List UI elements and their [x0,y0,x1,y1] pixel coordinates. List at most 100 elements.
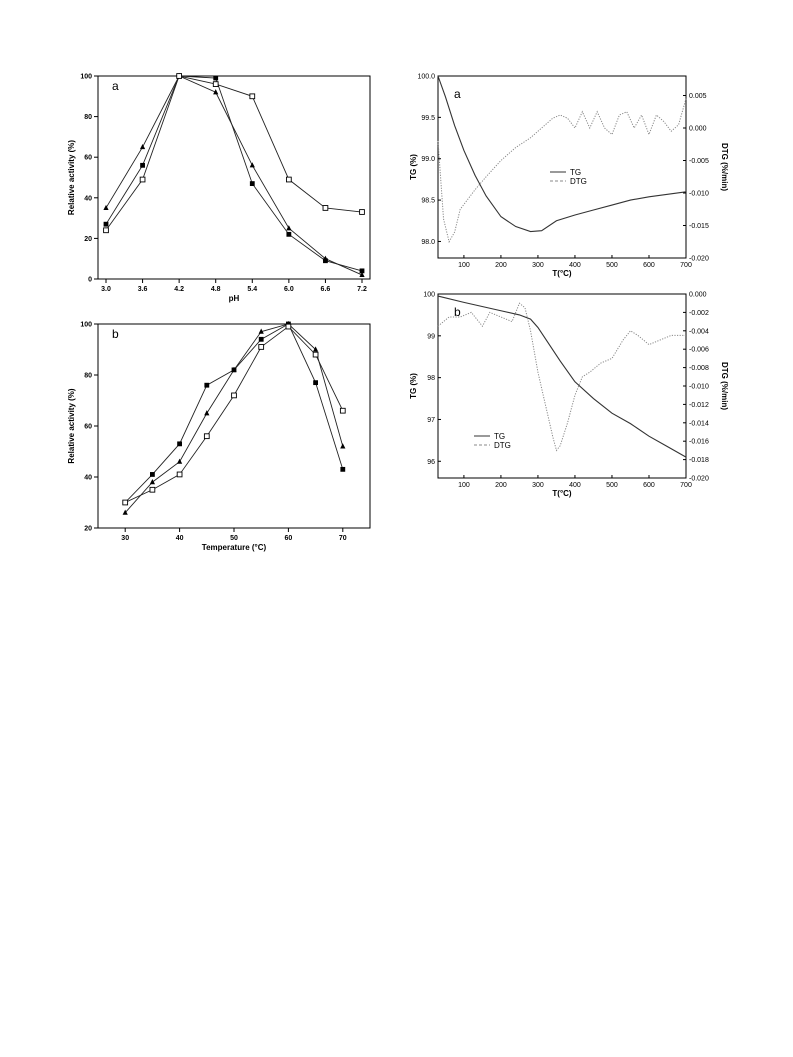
ph-data-point [322,205,329,211]
tga-y2-tick-label: 0.000 [689,126,707,133]
temp-y-tick-label: 20 [84,526,92,533]
temp-data-point [176,471,183,478]
ph-data-point [286,176,292,183]
tga-plot-frame [437,75,687,259]
tgb-y2-tick-label: -0.008 [689,365,709,372]
tga-x-tick-label: 500 [606,262,618,269]
temp-data-point [231,392,237,399]
ph-series-line [105,75,363,231]
temp-data-point [203,433,210,440]
ph-data-point [176,73,182,79]
tgb-y-tick-label: 97 [427,417,435,424]
ph-data-point [139,143,146,150]
temp-data-point [177,458,183,464]
temp-data-point [204,382,210,388]
temp-data-point [340,443,346,449]
ph-y-tick-label: 60 [84,155,92,162]
tga-y-tick-label: 98.5 [421,198,435,205]
ph-data-point [212,81,219,87]
ph-panel-label: a [112,79,119,93]
ph-data-point [359,271,365,278]
tgb-y2-tick-label: -0.012 [689,402,709,409]
tgb-y2-tick-label: -0.006 [689,347,709,354]
tga-panel-label: a [454,87,461,101]
ph-plot-frame [97,75,371,280]
ph-data-point [359,209,365,215]
temp-data-point [313,380,318,386]
tga-y2-tick-label: -0.010 [689,191,709,198]
ph-x-tick-label: 6.6 [321,286,331,293]
tgb-x-tick-label: 300 [532,482,544,489]
tga-x-tick-label: 100 [458,262,470,269]
ph-y-tick-label: 100 [80,74,92,81]
ph-data-point [286,225,292,231]
tg-dtg-chart-b: 100 200 300 400 500 600 700 96 97 98 99 100 -0.020 -0… [409,292,729,499]
temp-x-axis-label: Temperature (°C) [202,543,267,552]
ph-data-point [213,89,219,95]
tgb-y-tick-label: 98 [427,375,435,382]
tgb-x-tick-label: 400 [569,482,581,489]
tga-y2-tick-label: -0.005 [689,158,709,165]
ph-series-line [105,75,363,276]
temp-data-point [313,346,319,352]
tga-series-dtg [437,98,687,244]
ph-data-point [213,75,219,81]
tgb-plot-frame [437,293,687,479]
ph-x-tick-label: 6.0 [284,286,294,293]
temp-data-point [204,410,210,416]
ph-data-point [286,231,292,237]
temp-data-point [339,407,346,414]
ph-data-point [103,227,109,234]
temperature-activity-chart: 20 40 60 80 100 30 40 50 60 70 Temperature (°C) Rel… [67,320,371,552]
ph-data-point [323,258,328,264]
temp-data-point [149,479,155,485]
tga-y-axis-label: TG (%) [409,154,418,180]
tgb-y2-axis-label: DTG (%/min) [720,362,729,410]
ph-data-point [103,221,109,227]
tgb-y2-tick-label: -0.018 [689,457,709,464]
tga-legend-label: DTG [570,177,587,186]
tgb-y2-tick-label: -0.010 [689,384,709,391]
temp-data-point [285,323,292,330]
ph-data-point [359,268,365,274]
tga-y-tick-label: 99.5 [421,115,435,122]
temp-x-tick-label: 30 [121,535,129,542]
tga-y-tick-label: 100.0 [417,74,435,81]
tgb-x-tick-label: 500 [606,482,618,489]
temp-data-point [149,486,156,493]
temp-data-point [340,466,346,472]
tga-x-tick-label: 300 [532,262,544,269]
ph-activity-chart: 0 20 40 60 80 100 3.0 3.6 4.2 4.8 5.4 6.0 6.6 7.2 pH Re… [67,72,371,303]
tgb-x-tick-label: 200 [495,482,507,489]
temp-series-line [125,325,344,503]
temp-data-point [312,351,319,358]
ph-data-point [249,93,256,100]
temp-y-tick-label: 40 [84,475,92,482]
tga-y2-tick-label: 0.005 [689,93,707,100]
tgb-y2-tick-label: -0.014 [689,420,709,427]
tga-series-tg [437,75,687,233]
tga-y2-axis-label: DTG (%/min) [720,143,729,191]
temp-y-tick-label: 80 [84,373,92,380]
temp-data-point [150,472,155,477]
temp-x-tick-label: 60 [285,535,293,542]
ph-x-tick-label: 5.4 [247,286,257,293]
ph-y-tick-label: 0 [88,277,92,284]
tgb-panel-label: b [454,305,461,319]
tga-y2-tick-label: -0.015 [689,223,709,230]
temp-data-point [231,367,237,373]
ph-data-point [139,176,146,183]
tgb-legend-label: TG [494,432,505,441]
tgb-y-tick-label: 96 [427,459,435,466]
ph-x-tick-label: 4.8 [211,286,221,293]
ph-data-point [103,204,109,211]
temp-x-tick-label: 70 [339,535,347,542]
tgb-y2-tick-label: -0.016 [689,439,709,446]
tga-y-tick-label: 99.0 [421,156,435,163]
tga-x-tick-label: 600 [643,262,655,269]
tga-x-tick-label: 400 [569,262,581,269]
ph-x-tick-label: 4.2 [174,286,184,293]
temp-data-point [177,441,182,447]
temp-data-point [122,509,128,515]
tga-y2-tick-label: -0.020 [689,256,709,263]
